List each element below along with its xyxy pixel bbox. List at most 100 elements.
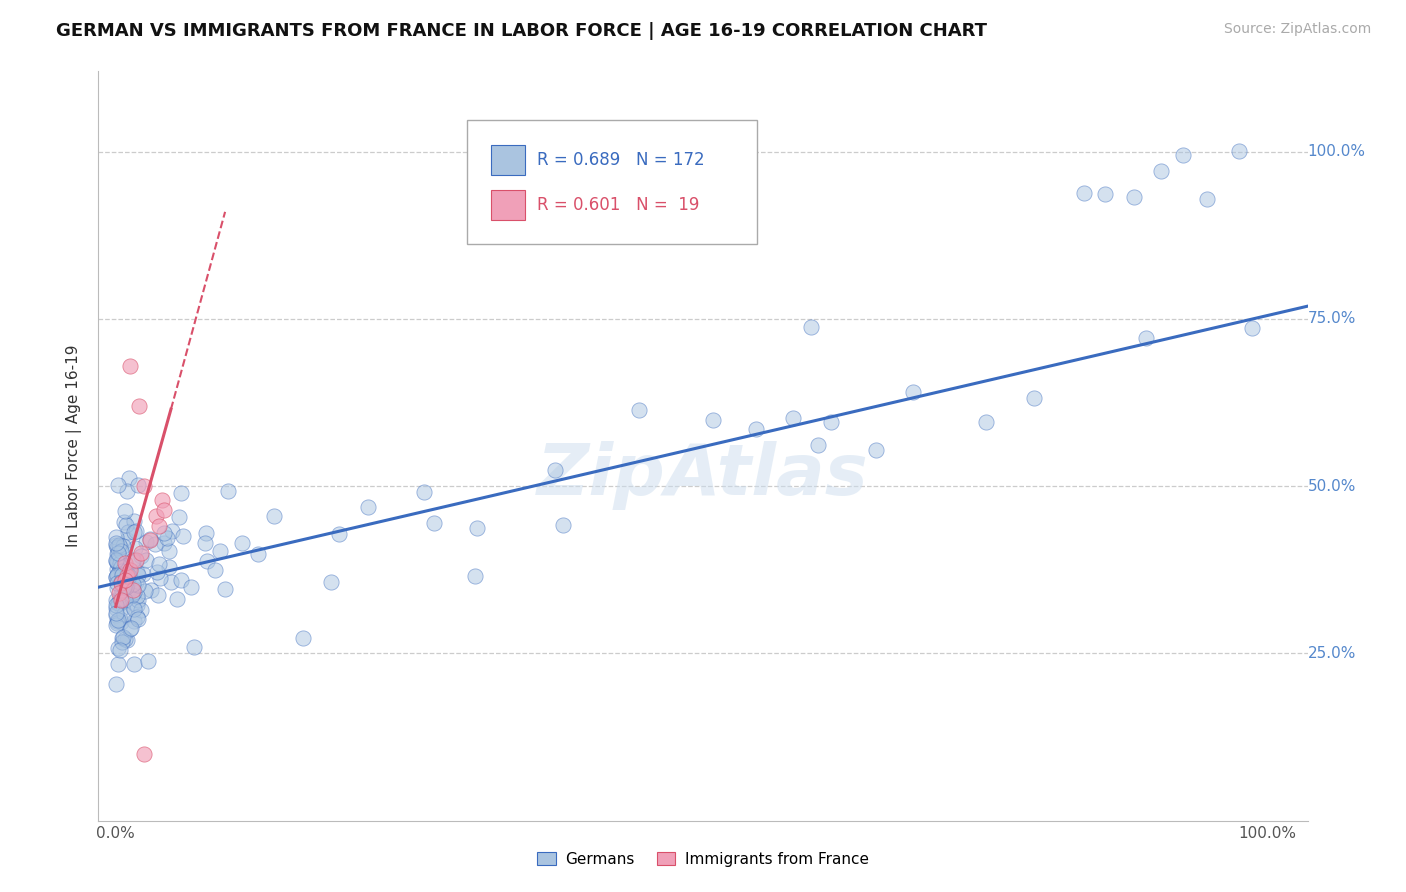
- Point: [170, 485, 193, 500]
- Point: [112, 564, 135, 578]
- Point: [145, 509, 167, 524]
- Point: [114, 580, 136, 594]
- Point: [465, 521, 488, 535]
- Point: [122, 525, 145, 540]
- Point: [107, 595, 129, 609]
- FancyBboxPatch shape: [467, 120, 758, 244]
- Point: [231, 536, 253, 550]
- Text: 25.0%: 25.0%: [1308, 646, 1355, 661]
- Point: [108, 557, 131, 571]
- Point: [127, 568, 149, 582]
- Point: [107, 657, 129, 671]
- Point: [114, 504, 136, 518]
- Point: [291, 631, 314, 645]
- Point: [105, 561, 128, 575]
- Point: [1171, 148, 1194, 162]
- Legend: Germans, Immigrants from France: Germans, Immigrants from France: [531, 846, 875, 873]
- Point: [111, 539, 134, 553]
- Point: [127, 578, 149, 592]
- Point: [209, 544, 232, 558]
- Point: [129, 603, 152, 617]
- Point: [104, 570, 127, 584]
- Point: [108, 538, 131, 552]
- Text: Source: ZipAtlas.com: Source: ZipAtlas.com: [1223, 22, 1371, 37]
- Point: [127, 612, 149, 626]
- Point: [108, 612, 131, 626]
- Point: [114, 559, 136, 574]
- Point: [104, 570, 127, 584]
- Point: [319, 574, 342, 589]
- Point: [214, 582, 236, 596]
- Point: [157, 543, 180, 558]
- Point: [104, 530, 127, 544]
- Point: [104, 618, 127, 632]
- Point: [170, 573, 193, 587]
- Point: [328, 526, 350, 541]
- Point: [122, 514, 145, 528]
- Point: [105, 615, 128, 630]
- Point: [1024, 392, 1046, 406]
- Point: [108, 586, 131, 600]
- Point: [105, 608, 128, 623]
- FancyBboxPatch shape: [492, 145, 526, 175]
- Point: [160, 524, 183, 539]
- Point: [180, 580, 202, 594]
- Point: [125, 574, 148, 589]
- Point: [115, 518, 138, 533]
- Point: [807, 438, 830, 452]
- Point: [104, 606, 127, 620]
- Point: [110, 576, 132, 591]
- Point: [157, 559, 180, 574]
- Point: [127, 592, 149, 607]
- Point: [627, 403, 650, 417]
- Point: [104, 553, 127, 567]
- Point: [820, 415, 842, 429]
- Point: [138, 654, 160, 668]
- Point: [117, 563, 139, 577]
- Point: [124, 553, 146, 567]
- Point: [114, 632, 136, 646]
- Point: [110, 574, 132, 589]
- Point: [120, 621, 142, 635]
- Point: [146, 565, 169, 579]
- Text: ZipAtlas: ZipAtlas: [537, 442, 869, 510]
- Point: [115, 632, 138, 647]
- Point: [107, 548, 129, 562]
- Point: [111, 601, 134, 615]
- Point: [183, 640, 205, 654]
- Point: [114, 592, 136, 607]
- Point: [422, 516, 444, 530]
- Point: [194, 536, 217, 550]
- Point: [464, 569, 486, 583]
- Point: [134, 479, 156, 493]
- Point: [114, 570, 136, 584]
- Point: [118, 582, 141, 597]
- Point: [744, 422, 766, 436]
- Point: [124, 541, 146, 555]
- Point: [118, 563, 141, 577]
- Point: [357, 500, 380, 514]
- Point: [134, 584, 156, 599]
- Point: [110, 544, 132, 558]
- Point: [104, 677, 127, 691]
- Point: [121, 588, 143, 602]
- Point: [105, 555, 128, 569]
- Point: [152, 525, 174, 540]
- Point: [160, 574, 183, 589]
- Point: [108, 541, 131, 555]
- Point: [111, 634, 134, 648]
- Point: [105, 568, 128, 582]
- Point: [143, 537, 166, 551]
- Point: [112, 607, 135, 621]
- Point: [1150, 163, 1173, 178]
- Point: [127, 598, 149, 612]
- Point: [110, 587, 132, 601]
- Point: [132, 566, 155, 581]
- Point: [127, 610, 149, 624]
- Point: [129, 546, 152, 560]
- Point: [118, 569, 141, 583]
- FancyBboxPatch shape: [492, 190, 526, 219]
- Point: [122, 614, 145, 628]
- Point: [111, 583, 134, 598]
- Point: [111, 564, 134, 578]
